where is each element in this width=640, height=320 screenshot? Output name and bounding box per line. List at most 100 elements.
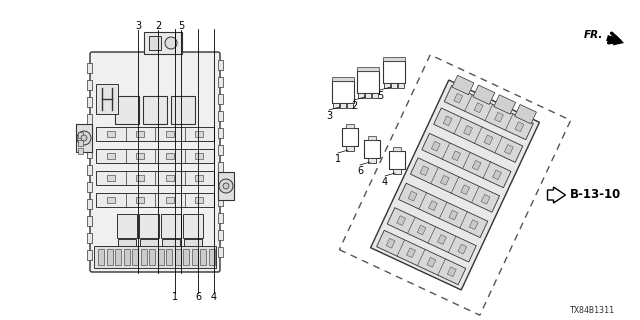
Bar	[87, 250, 92, 260]
Bar	[383, 61, 405, 83]
Bar	[87, 97, 92, 107]
Bar	[87, 233, 92, 243]
Polygon shape	[387, 208, 476, 262]
Bar	[183, 249, 189, 265]
Polygon shape	[408, 191, 417, 201]
Polygon shape	[452, 75, 474, 95]
Text: 6: 6	[195, 292, 201, 302]
Circle shape	[219, 179, 233, 193]
Bar	[364, 140, 380, 158]
Bar	[115, 249, 121, 265]
Bar	[218, 77, 223, 87]
Bar	[96, 127, 214, 141]
Bar	[368, 136, 376, 140]
Bar	[368, 158, 376, 163]
Polygon shape	[494, 95, 516, 114]
Polygon shape	[472, 160, 481, 170]
Polygon shape	[438, 235, 446, 244]
Polygon shape	[431, 141, 440, 151]
Bar	[78, 140, 83, 146]
Bar	[218, 128, 223, 138]
Polygon shape	[493, 170, 501, 180]
Bar	[348, 103, 353, 108]
Polygon shape	[452, 151, 461, 161]
Bar	[340, 103, 346, 108]
Polygon shape	[422, 133, 511, 188]
Bar	[124, 249, 129, 265]
Bar	[166, 249, 172, 265]
Polygon shape	[406, 248, 415, 258]
Bar	[372, 93, 378, 98]
Polygon shape	[371, 80, 540, 290]
Polygon shape	[444, 116, 452, 126]
Polygon shape	[484, 135, 493, 145]
Bar	[87, 182, 92, 192]
Text: 4: 4	[211, 292, 217, 302]
Bar	[107, 197, 115, 203]
Bar	[78, 132, 83, 138]
Bar	[94, 246, 216, 268]
Text: 5: 5	[377, 91, 383, 101]
Bar	[166, 153, 173, 159]
Text: 3: 3	[135, 21, 141, 31]
Bar	[136, 175, 144, 181]
Bar	[383, 57, 405, 61]
Bar	[175, 249, 180, 265]
Polygon shape	[515, 122, 524, 132]
Text: 2: 2	[351, 101, 357, 111]
Bar	[209, 249, 214, 265]
Polygon shape	[463, 125, 472, 135]
Polygon shape	[417, 225, 426, 235]
Text: 3: 3	[326, 111, 332, 121]
Bar	[115, 96, 139, 124]
Bar	[391, 83, 397, 88]
Polygon shape	[434, 108, 523, 162]
Bar	[218, 196, 223, 206]
Polygon shape	[515, 105, 536, 124]
Text: 1: 1	[172, 292, 178, 302]
Polygon shape	[461, 185, 470, 195]
Bar	[136, 153, 144, 159]
Text: 2: 2	[155, 21, 161, 31]
Bar	[333, 103, 339, 108]
Bar	[393, 169, 401, 174]
Bar	[218, 230, 223, 240]
Polygon shape	[454, 93, 463, 103]
Bar	[144, 32, 182, 54]
Bar	[98, 249, 104, 265]
Circle shape	[77, 131, 91, 145]
Text: 1: 1	[335, 154, 341, 164]
Polygon shape	[420, 166, 429, 176]
Bar	[342, 128, 358, 146]
Bar	[346, 146, 354, 151]
Polygon shape	[449, 210, 458, 220]
Bar	[87, 216, 92, 226]
Text: 6: 6	[357, 166, 363, 176]
Bar	[195, 131, 204, 137]
Text: 4: 4	[382, 177, 388, 187]
Bar	[76, 124, 92, 152]
Bar	[218, 247, 223, 257]
Bar	[195, 197, 204, 203]
Bar	[117, 214, 137, 238]
Bar	[195, 175, 204, 181]
Bar	[332, 77, 354, 81]
Bar	[87, 131, 92, 141]
Bar	[107, 131, 115, 137]
Bar	[162, 239, 180, 257]
Bar	[383, 83, 390, 88]
Text: FR.: FR.	[584, 30, 603, 40]
Bar	[218, 145, 223, 155]
Bar	[107, 153, 115, 159]
Bar	[136, 131, 144, 137]
Bar	[393, 147, 401, 151]
Bar	[96, 149, 214, 163]
Polygon shape	[376, 230, 466, 285]
Bar	[191, 249, 198, 265]
Bar	[332, 81, 354, 103]
Bar	[107, 175, 115, 181]
Bar	[78, 148, 83, 154]
FancyArrow shape	[606, 35, 624, 45]
Bar	[87, 165, 92, 175]
Bar	[218, 94, 223, 104]
